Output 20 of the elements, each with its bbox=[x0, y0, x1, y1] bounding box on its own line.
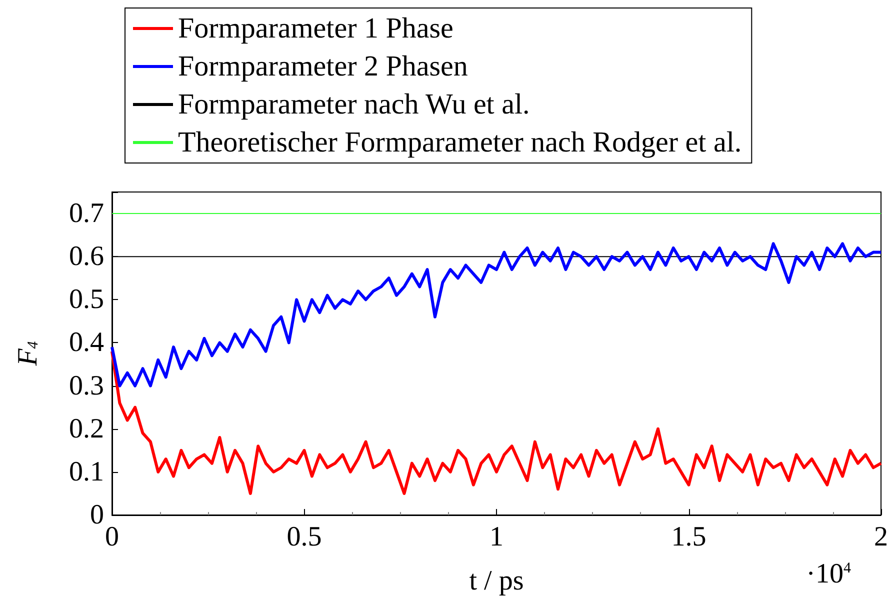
line-series bbox=[110, 242, 882, 388]
y-tick-label: 0.6 bbox=[69, 241, 104, 272]
x-tick-label: 1.5 bbox=[671, 522, 706, 552]
legend-label: Formparameter 2 Phasen bbox=[178, 50, 468, 82]
y-tick-label: 0 bbox=[90, 500, 104, 530]
x-tick-label: 2 bbox=[874, 522, 888, 552]
x-tick-label: 1 bbox=[490, 522, 504, 552]
y-tick-label: 0.7 bbox=[69, 198, 104, 230]
legend-label: Formparameter 1 Phase bbox=[178, 12, 454, 44]
legend-label: Formparameter nach Wu et al. bbox=[178, 88, 530, 120]
y-axis-title: F4 bbox=[12, 340, 44, 367]
x-axis-title: t / ps bbox=[469, 566, 524, 596]
y-tick-label: 0.4 bbox=[69, 327, 104, 358]
line-series bbox=[110, 350, 882, 495]
y-tick-label: 0.5 bbox=[69, 284, 104, 316]
y-tick-label: 0.3 bbox=[69, 370, 104, 402]
legend-label: Theoretischer Formparameter nach Rodger et al. bbox=[178, 126, 742, 158]
x-tick-label: 0.5 bbox=[286, 522, 322, 552]
y-tick-label: 0.1 bbox=[69, 456, 104, 488]
y-tick-label: 0.2 bbox=[69, 413, 104, 444]
